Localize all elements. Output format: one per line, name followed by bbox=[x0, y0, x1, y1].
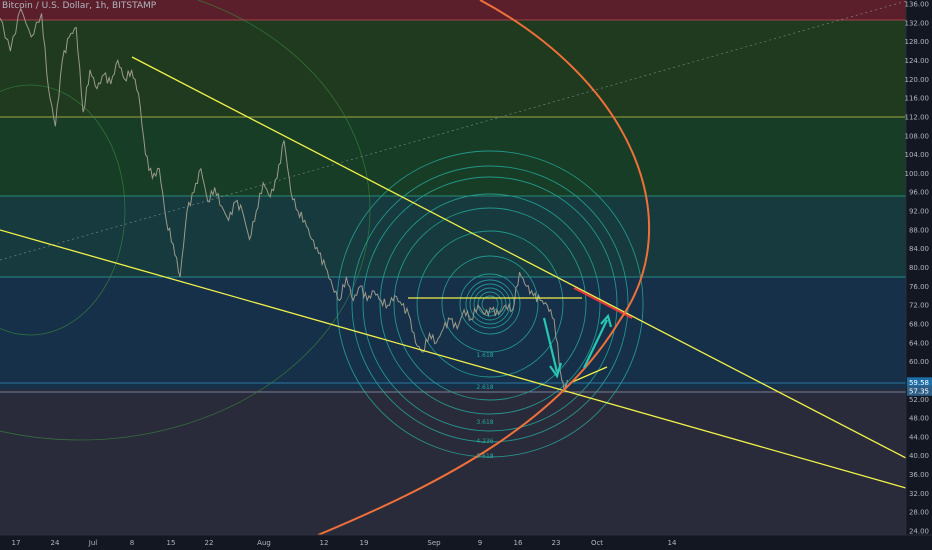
lower-trendline bbox=[0, 229, 906, 489]
time-axis-tick: 24 bbox=[51, 539, 60, 547]
price-axis-tick: 80.00 bbox=[909, 264, 929, 272]
down-arrow bbox=[542, 317, 559, 373]
price-axis-tick: 104.00 bbox=[905, 151, 930, 159]
green-ellipse-outer bbox=[0, 0, 371, 441]
price-axis-tick: 76.00 bbox=[909, 283, 929, 291]
price-axis-tick: 40.00 bbox=[909, 452, 929, 460]
fib-label: 1.618 bbox=[476, 352, 493, 359]
fib-circle-11 bbox=[351, 165, 629, 443]
zone-band-3 bbox=[0, 196, 906, 277]
price-axis-tick: 128.00 bbox=[905, 38, 930, 46]
price-axis-tick: 48.00 bbox=[909, 415, 929, 423]
price-axis-tick: 88.00 bbox=[909, 226, 929, 234]
price-series-line bbox=[0, 7, 569, 392]
price-axis-tick: 64.00 bbox=[909, 339, 929, 347]
fib-circle-3 bbox=[469, 283, 511, 325]
red-resistance-segment bbox=[573, 287, 633, 319]
fib-label: 2.618 bbox=[476, 384, 493, 391]
fib-circle-7 bbox=[416, 230, 564, 378]
price-axis-tick: 116.00 bbox=[905, 95, 930, 103]
zone-band-5 bbox=[0, 389, 906, 535]
fib-level-labels: 1.618 2.618 3.618 4.236 5.618 bbox=[476, 352, 493, 460]
fib-circle-6 bbox=[441, 255, 539, 353]
price-axis-tick: 72.00 bbox=[909, 302, 929, 310]
fib-circle-12 bbox=[336, 150, 644, 458]
fib-circle-0 bbox=[481, 295, 499, 313]
price-axis-tick: 60.00 bbox=[909, 358, 929, 366]
zone-band-4 bbox=[0, 277, 906, 389]
price-axis-tick: 92.00 bbox=[909, 208, 929, 216]
price-tag-box bbox=[907, 377, 932, 388]
price-axis-tick: 52.00 bbox=[909, 396, 929, 404]
fib-circle-2 bbox=[473, 287, 507, 321]
fib-circle-9 bbox=[379, 193, 601, 415]
time-axis-tick: 14 bbox=[668, 539, 677, 547]
time-axis-tick: Oct bbox=[591, 539, 603, 547]
zone-band-2 bbox=[0, 117, 906, 196]
price-axis-tick: 112.00 bbox=[905, 113, 930, 121]
price-axis-background[interactable] bbox=[906, 0, 932, 535]
trendlines-group bbox=[0, 56, 906, 489]
time-axis-tick: Sep bbox=[427, 539, 441, 547]
time-axis-tick: 23 bbox=[552, 539, 561, 547]
price-axis-labels: 24.00 28.00 32.00 36.00 40.00 44.00 48.00 52.00… bbox=[905, 1, 930, 536]
down-arrow-head bbox=[549, 362, 563, 379]
time-axis-tick: Jul bbox=[88, 539, 98, 547]
time-axis-tick: 16 bbox=[514, 539, 523, 547]
symbol-watermark: Bitcoin / U.S. Dollar, 1h, BITSTAMP bbox=[2, 1, 157, 11]
price-axis-tick: 100.00 bbox=[905, 170, 930, 178]
fib-circle-1 bbox=[477, 291, 503, 317]
price-axis-tick: 36.00 bbox=[909, 471, 929, 479]
zone-band-1 bbox=[0, 20, 906, 117]
price-axis-tick: 44.00 bbox=[909, 433, 929, 441]
zone-band-0 bbox=[0, 0, 906, 20]
fib-circles-group bbox=[336, 150, 644, 458]
price-tag-label: 57.35 bbox=[909, 387, 929, 395]
time-axis-tick: 12 bbox=[320, 539, 329, 547]
time-axis-labels: 17 24 Jul 8 15 22 Aug 12 19 Sep 9 16 23 Oct 14 bbox=[12, 539, 677, 547]
price-axis-tick: 24.00 bbox=[909, 528, 929, 536]
time-axis-tick: 15 bbox=[167, 539, 176, 547]
price-axis-tick: 124.00 bbox=[905, 57, 930, 65]
time-axis-background[interactable] bbox=[0, 535, 932, 550]
up-arrow-head bbox=[600, 313, 613, 328]
time-axis-tick: Aug bbox=[257, 539, 271, 547]
price-tag-label: 59.58 bbox=[909, 379, 929, 387]
fib-circle-10 bbox=[362, 176, 618, 432]
time-axis-tick: 17 bbox=[12, 539, 21, 547]
price-axis-tick: 32.00 bbox=[909, 490, 929, 498]
time-axis-tick: 8 bbox=[130, 539, 134, 547]
price-axis-tick: 132.00 bbox=[905, 19, 930, 27]
price-axis-tick: 120.00 bbox=[905, 76, 930, 84]
fib-circle-8 bbox=[393, 207, 587, 401]
green-ellipse-inner bbox=[0, 84, 126, 336]
fib-label: 3.618 bbox=[476, 419, 493, 426]
price-axis-tick: 84.00 bbox=[909, 245, 929, 253]
price-axis-tick: 68.00 bbox=[909, 320, 929, 328]
short-yellow-line bbox=[569, 366, 608, 384]
price-tag-box bbox=[907, 385, 932, 396]
upper-trendline bbox=[131, 56, 906, 459]
price-axis-tick: 108.00 bbox=[905, 132, 930, 140]
background-ellipses bbox=[0, 0, 906, 441]
price-zone-bands bbox=[0, 0, 906, 535]
time-axis-tick: 19 bbox=[360, 539, 369, 547]
time-axis-tick: 22 bbox=[205, 539, 214, 547]
fib-label: 4.236 bbox=[476, 438, 493, 445]
arrows-group bbox=[542, 313, 613, 379]
orange-parabola-curve bbox=[317, 0, 651, 535]
price-zone-lines bbox=[0, 19, 906, 393]
fib-circle-5 bbox=[459, 273, 521, 335]
time-axis-tick: 9 bbox=[478, 539, 482, 547]
price-axis-tick: 28.00 bbox=[909, 509, 929, 517]
up-arrow bbox=[583, 319, 608, 369]
price-axis-tick: 136.00 bbox=[905, 1, 930, 9]
fib-label: 5.618 bbox=[476, 453, 493, 460]
price-axis-tick: 96.00 bbox=[909, 189, 929, 197]
